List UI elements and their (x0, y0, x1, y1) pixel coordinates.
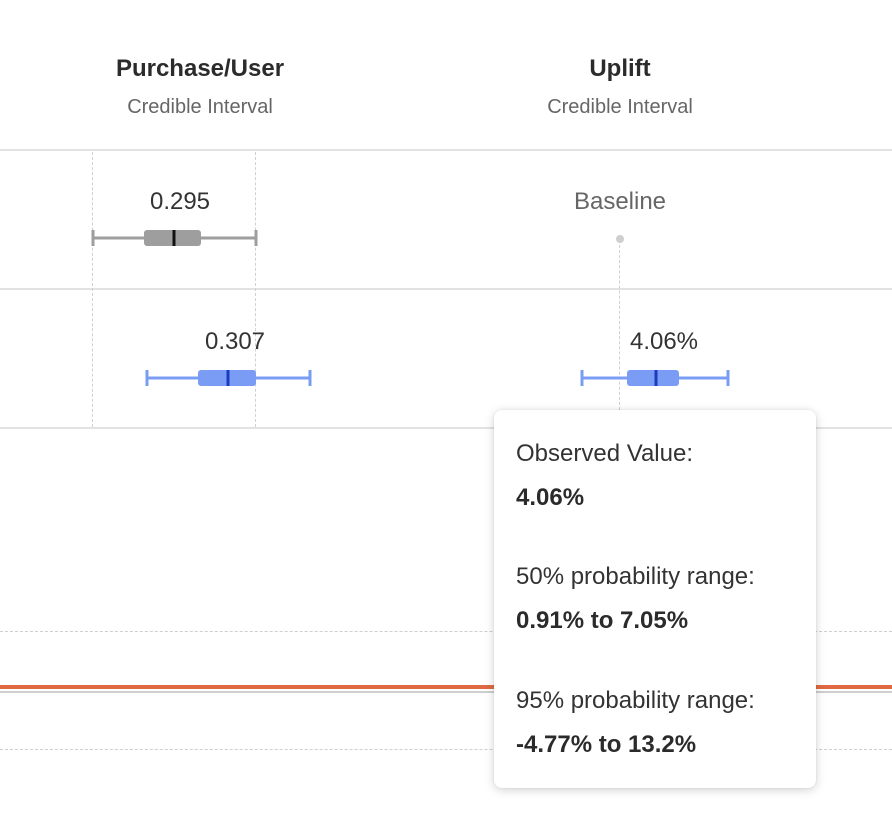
chart-baseline-line (0, 691, 892, 693)
tooltip-p50-value: 0.91% to 7.05% (516, 607, 689, 634)
variant-uplift-value: 4.06% (629, 328, 699, 355)
tooltip-p50-label: 50% probability range: (516, 563, 755, 590)
chart-series-line (0, 685, 892, 689)
baseline-uplift-dot (616, 235, 624, 243)
uplift-column-title: Uplift (589, 55, 651, 82)
variant-purchase-value: 0.307 (204, 328, 266, 355)
purchase-column-subtitle: Credible Interval (127, 96, 273, 118)
row-divider-1 (0, 288, 892, 290)
chart-grid-upper (0, 631, 892, 632)
purchase-ci-left-guide (92, 152, 93, 427)
baseline-uplift-label: Baseline (573, 188, 667, 215)
baseline-purchase-value: 0.295 (149, 188, 211, 215)
tooltip-p95-label: 95% probability range: (516, 687, 755, 714)
baseline-purchase-interval[interactable] (88, 226, 262, 250)
chart-grid-lower (0, 749, 892, 750)
purchase-ci-right-guide (255, 152, 256, 427)
row-divider-2 (0, 427, 892, 429)
purchase-column-title: Purchase/User (115, 55, 285, 82)
uplift-column-subtitle: Credible Interval (547, 96, 693, 118)
tooltip-observed-label: Observed Value: (516, 440, 693, 467)
tooltip-observed-value: 4.06% (516, 484, 585, 511)
variant-uplift-interval[interactable] (576, 366, 736, 390)
row-divider-header (0, 149, 892, 151)
tooltip-p95-value: -4.77% to 13.2% (516, 731, 697, 758)
variant-purchase-interval[interactable] (142, 366, 316, 390)
uplift-tooltip: Observed Value: 4.06% 50% probability ra… (494, 410, 816, 788)
uplift-zero-guide (619, 240, 620, 410)
